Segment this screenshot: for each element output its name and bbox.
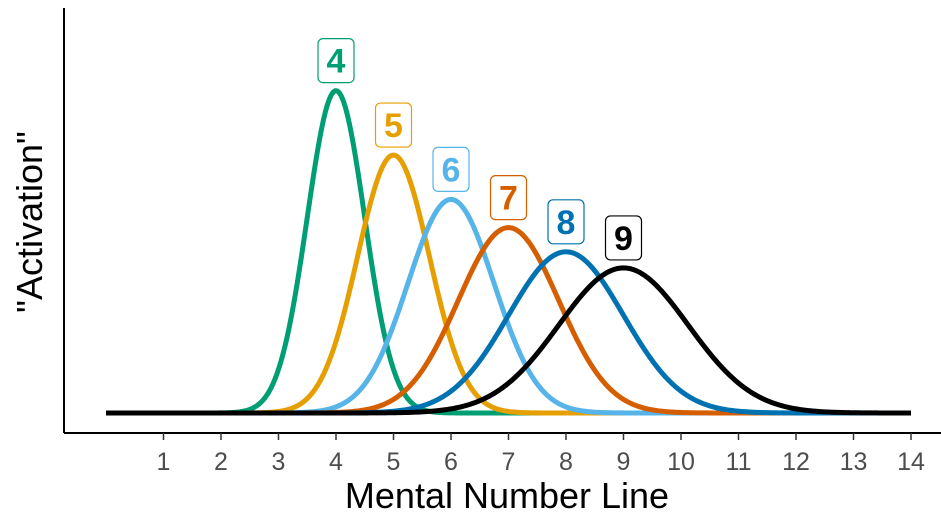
curve-label-text: 7 <box>499 180 518 218</box>
x-tick-label: 11 <box>726 448 752 476</box>
x-tick-label: 12 <box>782 448 810 476</box>
x-axis-ticks: 1 2 3 4 5 6 7 8 9 10 11 12 13 14 <box>157 433 925 476</box>
curve-label-text: 8 <box>557 204 576 242</box>
curve-label-box <box>432 146 470 193</box>
curve-label-text: 9 <box>614 220 633 258</box>
x-tick-label: 13 <box>840 448 868 476</box>
x-tick-label: 3 <box>272 448 286 476</box>
x-axis-title: Mental Number Line <box>345 475 669 514</box>
curve-label-box <box>317 37 355 84</box>
x-tick-label: 4 <box>329 448 343 476</box>
curve-label-text: 5 <box>384 107 403 145</box>
curve-label-box <box>547 199 585 245</box>
curve-label-box <box>604 215 643 261</box>
x-tick-label: 8 <box>559 448 573 476</box>
curve-labels-layer: 45 67 8 9 <box>317 37 643 261</box>
x-tick-label: 9 <box>617 448 631 476</box>
curve-label-box <box>374 102 413 148</box>
curve-label-8: 8 <box>547 199 585 245</box>
x-tick-label: 1 <box>157 448 171 476</box>
curve-label-7: 7 <box>489 175 528 221</box>
curve-4 <box>105 88 912 416</box>
x-tick-label: 7 <box>502 448 516 476</box>
x-tick-label: 14 <box>897 448 925 476</box>
curve-label-4: 4 <box>317 37 355 84</box>
x-tick-label: 5 <box>387 448 401 476</box>
x-tick-label: 10 <box>667 448 695 476</box>
curve-label-text: 6 <box>442 151 461 189</box>
curves-layer <box>105 88 912 416</box>
curve-8 <box>105 249 912 416</box>
curve-label-box <box>489 175 528 221</box>
x-tick-label: 2 <box>214 448 228 476</box>
x-tick-label: 6 <box>444 448 458 476</box>
y-axis-title: "Activation" <box>9 131 50 313</box>
curve-label-5: 5 <box>374 102 413 148</box>
curve-9 <box>105 265 912 416</box>
curve-label-text: 4 <box>327 43 346 81</box>
curve-label-9: 9 <box>604 215 643 261</box>
curve-label-6: 6 <box>432 146 470 193</box>
